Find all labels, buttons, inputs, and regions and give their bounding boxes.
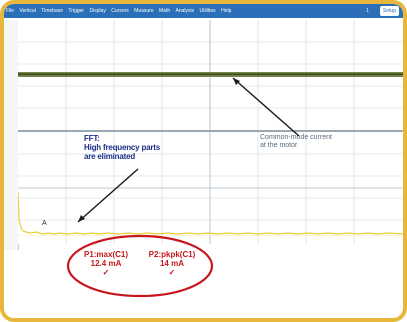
common-mode-annotation: Common-mode current at the motor (260, 134, 332, 150)
p1-label: P1:max(C1) (83, 250, 128, 259)
window-number: 1 (366, 8, 369, 14)
p2-check: ✓ (168, 268, 176, 277)
grid-top (18, 20, 403, 130)
setup-button[interactable]: Setup (379, 6, 399, 16)
waveform-pane-fft[interactable]: A (18, 132, 403, 244)
menu-bar: File Vertical Timebase Trigger Display C… (4, 4, 403, 18)
fft-line-1: High frequency parts (84, 143, 161, 152)
menu-timebase[interactable]: Timebase (41, 8, 64, 14)
measurement-p1: P1:max(C1) 12.4 mA ✓ (76, 250, 136, 277)
menu-utilities[interactable]: Utilities (199, 8, 216, 14)
measurement-p2: P2:pkpk(C1) 14 mA ✓ (142, 250, 202, 277)
menu-analysis[interactable]: Analysis (175, 8, 195, 14)
left-ruler (4, 20, 19, 250)
menu-file[interactable]: File (6, 8, 15, 14)
fft-title: FFT: (84, 134, 100, 143)
fft-trace (18, 191, 403, 235)
menu-vertical[interactable]: Vertical (19, 8, 36, 14)
p1-check: ✓ (102, 268, 110, 277)
p2-label: P2:pkpk(C1) (148, 250, 196, 259)
menu-math[interactable]: Math (159, 8, 171, 14)
menu-display[interactable]: Display (89, 8, 106, 14)
menu-help[interactable]: Help (221, 8, 232, 14)
grid-bottom (18, 132, 403, 244)
waveform-pane-top[interactable] (18, 20, 403, 130)
pane-separator[interactable] (18, 130, 403, 132)
p2-value: 14 mA (159, 259, 184, 268)
trace-marker: A (42, 220, 47, 227)
fft-annotation: FFT: High frequency parts are eliminated (84, 134, 160, 161)
common-mode-line-2: at the motor (260, 142, 298, 149)
fft-line-2: are eliminated (84, 152, 136, 161)
menu-trigger[interactable]: Trigger (68, 8, 85, 14)
p1-value: 12.4 mA (90, 259, 122, 268)
common-mode-line-1: Common-mode current (260, 134, 332, 141)
menu-measure[interactable]: Measure (134, 8, 154, 14)
menu-cursors[interactable]: Cursors (111, 8, 129, 14)
